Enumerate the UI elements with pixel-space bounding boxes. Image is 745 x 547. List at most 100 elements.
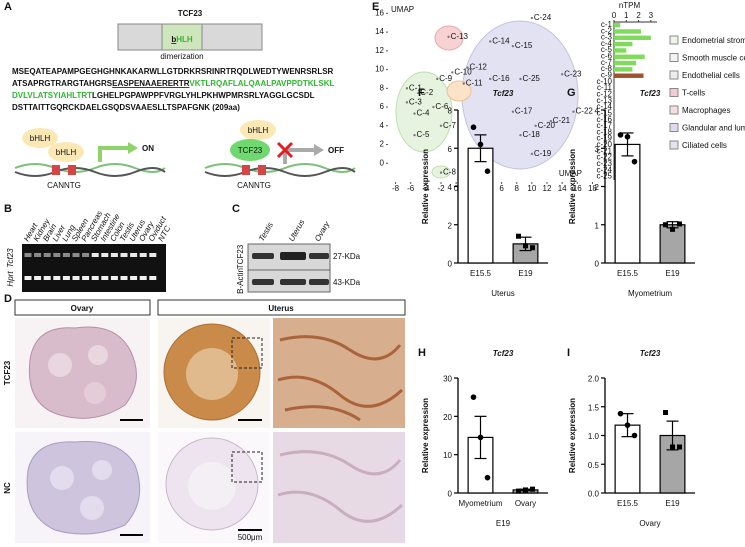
x-tick-label: -4 <box>422 184 430 193</box>
header-box <box>157 299 406 316</box>
cluster-label: C-3 <box>409 97 422 106</box>
lane-label: Ovary <box>313 219 332 243</box>
x-tick-label: 6 <box>499 184 504 193</box>
y-tick-label: 12 <box>375 46 384 55</box>
cluster-point <box>572 110 575 113</box>
cluster-point <box>432 105 435 109</box>
ovary-tissue <box>28 326 137 419</box>
axis-label: UMAP <box>559 169 582 178</box>
ebox <box>258 165 266 175</box>
band <box>110 276 118 280</box>
y-tick-label: 10 <box>375 65 384 74</box>
x-tick-label: 12 <box>543 184 552 193</box>
band <box>34 253 42 257</box>
domain-suffix: HLH <box>176 35 193 44</box>
data-point <box>523 487 528 493</box>
data-point <box>484 168 491 174</box>
data-point <box>624 133 631 140</box>
y-tick-label: c-6 <box>601 52 613 61</box>
sequence-line: MSEQATEAPAMPGEGHGHNKAKARWLLGTDRKRSRINRTR… <box>12 67 334 76</box>
follicle <box>80 496 104 520</box>
band <box>149 276 157 280</box>
cluster-label: C-6 <box>435 102 448 111</box>
y-tick-label: 4 <box>380 121 385 130</box>
sequence-segment: VKTLRQAFLALQAALPAVPPDTKLSKL <box>189 79 334 88</box>
panel-label: G <box>567 87 576 99</box>
motif: CANNTG <box>237 181 271 190</box>
y-tick-label: c-11 <box>597 83 613 92</box>
y-tick-label: 6 <box>380 102 385 111</box>
uterus-lumen <box>188 462 236 510</box>
y-tick-label: 30 <box>443 375 452 384</box>
band <box>91 276 99 280</box>
y-tick-label: 20 <box>443 413 452 422</box>
data-point <box>670 444 675 450</box>
domain-name: bHLH <box>171 35 193 44</box>
band <box>120 253 128 257</box>
data-point <box>516 488 521 494</box>
cluster-region <box>446 80 472 102</box>
tissue-texture <box>277 335 404 422</box>
data-point <box>516 233 521 239</box>
band <box>252 253 274 259</box>
cluster-point <box>405 87 409 90</box>
cluster-point <box>560 73 564 76</box>
y-tick-label: c-3 <box>601 33 613 42</box>
y-tick-label: 2 <box>595 183 600 192</box>
x-tick-label: E19 <box>518 269 533 278</box>
data-point <box>530 245 535 251</box>
protein-title: TCF23 <box>178 9 203 18</box>
x-tick-label: 0 <box>454 184 459 193</box>
y-tick-label: c-10 <box>596 77 612 86</box>
band <box>53 276 61 280</box>
y-tick-label: c-2 <box>601 26 613 35</box>
gel-bands <box>24 253 157 280</box>
cluster-point <box>489 77 492 81</box>
x-tick-label: E19 <box>665 269 680 278</box>
data-point <box>530 486 535 492</box>
bar <box>614 67 633 72</box>
panel-label: I <box>567 347 570 359</box>
sequence-line: DSTTAITTGQRCKDAELGSQDSVAAESLLTSPAFGNK (2… <box>12 103 240 112</box>
legend-swatch <box>669 140 679 150</box>
band <box>62 276 70 280</box>
band <box>101 276 109 280</box>
zoom-box <box>231 337 263 369</box>
row-label: TCF23 <box>3 360 12 385</box>
lane-label: Uterus <box>287 218 307 243</box>
cluster-label: C-10 <box>454 67 472 76</box>
cluster-label: C-25 <box>523 74 541 83</box>
x-tick-label: E15.5 <box>617 269 638 278</box>
cluster-point <box>534 124 537 127</box>
chart-title: Tcf23 <box>640 89 661 98</box>
cluster-region <box>434 25 464 51</box>
y-tick-label: c-12 <box>596 89 612 98</box>
y-tick-label: c-5 <box>601 45 613 54</box>
cluster-point <box>462 82 465 85</box>
band <box>53 253 61 257</box>
chart-title: Tcf23 <box>493 349 514 358</box>
arrow-on <box>98 146 128 162</box>
y-tick-label: 8 <box>380 83 385 92</box>
row-label: NC <box>3 482 12 494</box>
band <box>280 279 306 285</box>
band <box>120 276 128 280</box>
y-tick-label: c-9 <box>601 71 613 80</box>
cluster-point <box>511 44 515 48</box>
tcf23-blob <box>230 139 270 161</box>
band <box>149 253 157 257</box>
data-point <box>470 124 477 131</box>
data-point <box>631 432 638 439</box>
domain-caption: dimerization <box>160 52 203 61</box>
data-point <box>470 394 477 400</box>
cluster-point <box>519 133 522 137</box>
cluster-label: C-19 <box>534 149 552 158</box>
y-tick-label: 6 <box>448 145 453 154</box>
bar <box>614 22 621 28</box>
follicle <box>50 466 74 490</box>
x-tick-label: 8 <box>514 184 519 193</box>
panel-label: H <box>418 347 426 359</box>
band <box>24 276 32 280</box>
cluster-label: C-7 <box>443 121 456 130</box>
